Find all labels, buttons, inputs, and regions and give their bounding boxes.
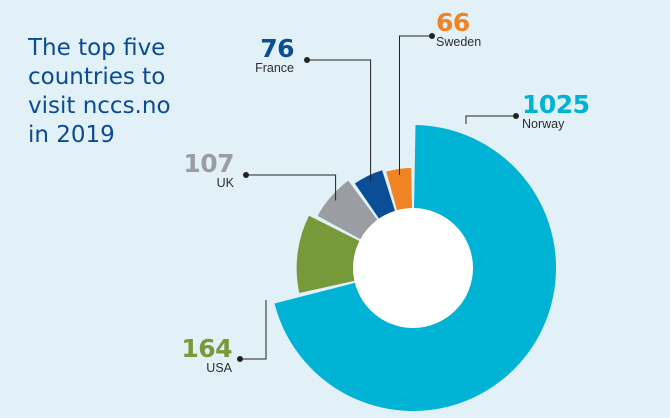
label-uk: 107 UK <box>176 151 234 190</box>
title-line: The top five <box>28 35 166 61</box>
name-usa: USA <box>206 361 232 375</box>
leader-line-norway <box>465 115 516 124</box>
value-usa: 164 <box>181 334 232 363</box>
donut-hole <box>353 208 473 328</box>
slice-usa <box>296 215 367 293</box>
title-line: visit nccs.no <box>28 93 171 119</box>
slice-uk <box>317 180 383 244</box>
name-norway: Norway <box>522 117 565 131</box>
title-line: countries to <box>28 64 166 90</box>
value-norway: 1025 <box>522 90 590 119</box>
leader-dot-uk <box>243 172 249 178</box>
leader-line-uk <box>246 174 337 201</box>
leader-line-france <box>307 59 372 182</box>
label-sweden: 66 Sweden <box>436 10 481 49</box>
leader-dot-usa <box>237 356 243 362</box>
chart-title: The top five countries to visit nccs.no … <box>28 34 218 150</box>
value-sweden: 66 <box>436 8 470 37</box>
leader-dot-france <box>304 57 310 63</box>
name-sweden: Sweden <box>436 35 482 49</box>
slice-france <box>354 170 398 226</box>
leader-dot-norway <box>513 113 519 119</box>
slice-sweden <box>386 168 413 218</box>
label-usa: 164 USA <box>176 336 232 375</box>
value-france: 76 <box>260 34 294 63</box>
label-norway: 1025 Norway <box>522 92 590 131</box>
title-line: in 2019 <box>28 122 115 148</box>
value-uk: 107 <box>183 149 234 178</box>
leader-dot-sweden <box>429 33 435 39</box>
leader-line-usa <box>240 300 267 360</box>
name-uk: UK <box>216 176 234 190</box>
name-france: France <box>255 61 294 75</box>
label-france: 76 France <box>238 36 294 75</box>
slice-norway <box>274 125 557 411</box>
leader-line-sweden <box>399 35 432 175</box>
